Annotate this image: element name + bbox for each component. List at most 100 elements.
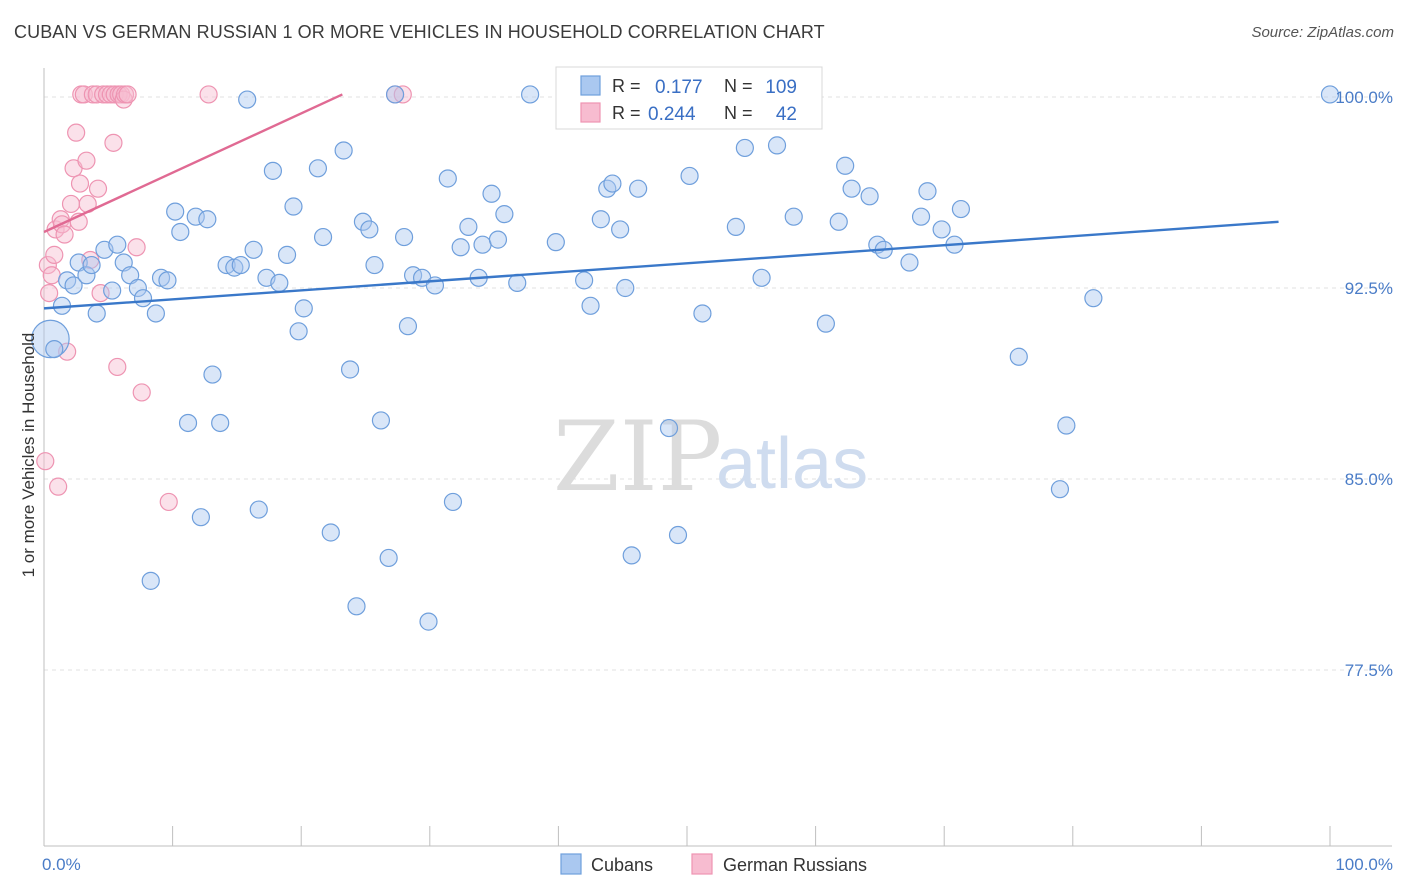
cubans-point-65 (482, 184, 501, 203)
cubans-point-46 (347, 597, 366, 616)
axes (43, 68, 1392, 847)
cubans-point-17 (146, 304, 165, 323)
german-russians-point-36 (127, 238, 146, 257)
cubans-point-24 (191, 508, 210, 527)
bottom-legend-swatch-cubans (560, 853, 582, 875)
cubans-point-7 (82, 255, 101, 275)
cubans-point-104 (1050, 480, 1070, 499)
german-russians-point-30 (108, 357, 127, 377)
legend-r-value-german: 0.244 (648, 104, 696, 125)
cubans-point-70 (546, 233, 565, 252)
cubans-point-32 (244, 240, 263, 259)
bottom-legend-label-german: German Russians (723, 855, 867, 875)
y-tick-label-0: 77.5% (1345, 661, 1393, 680)
cubans-point-36 (270, 273, 289, 293)
cubans-point-26 (203, 365, 222, 384)
legend-n-label-german: N = (724, 103, 753, 123)
cubans-point-44 (334, 141, 353, 160)
trend-line-cubans (43, 220, 1279, 310)
german-russians-point-35 (118, 85, 137, 104)
legend-n-label-cubans: N = (724, 76, 753, 96)
german-russians-point-22 (87, 85, 106, 104)
german-russians-point-23 (88, 179, 108, 198)
cubans-point-4 (64, 276, 83, 295)
cubans-point-91 (829, 212, 848, 231)
german-russians-point-28 (104, 133, 123, 152)
cubans-point-22 (178, 413, 198, 433)
cubans-point-11 (108, 235, 127, 254)
cubans-point-8 (87, 304, 106, 323)
y-axis-label: 1 or more Vehicles in Household (19, 333, 38, 578)
german-russians-point-1 (38, 255, 57, 275)
cubans-point-99 (918, 182, 937, 201)
cubans-point-94 (860, 187, 879, 206)
cubans-point-14 (128, 278, 147, 298)
german-russians-point-21 (83, 85, 102, 104)
y-tick-label-1: 85.0% (1345, 470, 1393, 489)
cubans-point-71 (575, 271, 594, 290)
cubans-point-60 (443, 492, 463, 512)
cubans-point-31 (238, 90, 257, 109)
cubans-point-69 (521, 85, 540, 104)
cubans-point-64 (473, 235, 492, 254)
cubans-point-85 (726, 217, 745, 236)
legend-n-value-german: 42 (776, 104, 797, 125)
cubans-point-20 (166, 202, 185, 221)
cubans-point-47 (353, 212, 373, 231)
cubans-point-1 (45, 340, 64, 359)
cubans-point-62 (459, 217, 478, 236)
german-russians-point-24 (91, 283, 110, 303)
cubans-point-41 (308, 159, 328, 178)
cubans-point-21 (171, 222, 190, 242)
cubans-point-66 (488, 230, 508, 249)
cubans-point-78 (622, 546, 641, 565)
cubans-point-105 (1057, 416, 1076, 435)
cubans-point-83 (693, 304, 712, 323)
cubans-point-102 (951, 199, 971, 219)
cubans-point-45 (340, 360, 360, 379)
german-russians-point-9 (55, 225, 74, 244)
cubans-point-106 (1084, 289, 1103, 308)
x-tick-labels: 0.0% 100.0% (42, 855, 1393, 874)
german-russians-point-3 (42, 266, 61, 285)
cubans-point-82 (680, 166, 699, 186)
legend-r-label-cubans: R = (612, 76, 641, 96)
cubans-point-52 (385, 85, 405, 104)
cubans-point-79 (629, 179, 648, 198)
cubans-point-53 (394, 227, 414, 247)
cubans-point-92 (836, 156, 855, 175)
cubans-point-25 (198, 210, 217, 229)
cubans-point-39 (289, 322, 308, 341)
cubans-point-87 (752, 268, 771, 287)
german-russians-point-39 (199, 85, 218, 104)
cubans-point-40 (294, 299, 313, 318)
watermark: ZIP atlas (553, 401, 868, 513)
legend-swatch-cubans (580, 75, 601, 96)
chart-source: Source: ZipAtlas.com (1251, 24, 1394, 41)
cubans-point-74 (598, 179, 617, 198)
cubans-point-75 (603, 174, 622, 193)
german-russians-point-41 (393, 85, 412, 104)
trend-line-german-russians (43, 93, 343, 234)
cubans-point-43 (321, 523, 340, 542)
y-tick-labels: 77.5% 85.0% 92.5% 100.0% (1335, 88, 1393, 680)
watermark-atlas: atlas (716, 424, 868, 504)
cubans-point-50 (371, 411, 391, 430)
y-tick-label-2: 92.5% (1345, 279, 1393, 298)
stats-legend: R = 0.177 N = 109 R = 0.244 N = 42 (555, 66, 823, 130)
cubans-point-77 (616, 278, 635, 298)
german-russians-point-37 (132, 383, 151, 402)
cubans-point-42 (313, 227, 333, 247)
german-russians-point-38 (159, 492, 178, 512)
german-russians-point-2 (40, 283, 59, 303)
cubans-point-33 (249, 500, 268, 519)
german-russians-point-4 (45, 245, 64, 264)
cubans-point-93 (842, 179, 861, 198)
cubans-point-51 (379, 548, 398, 568)
cubans-point-89 (784, 207, 803, 226)
german-russians-point-11 (61, 194, 81, 214)
y-tick-label-3: 100.0% (1335, 88, 1393, 107)
cubans-point-35 (263, 161, 283, 180)
cubans-point-59 (438, 169, 457, 188)
